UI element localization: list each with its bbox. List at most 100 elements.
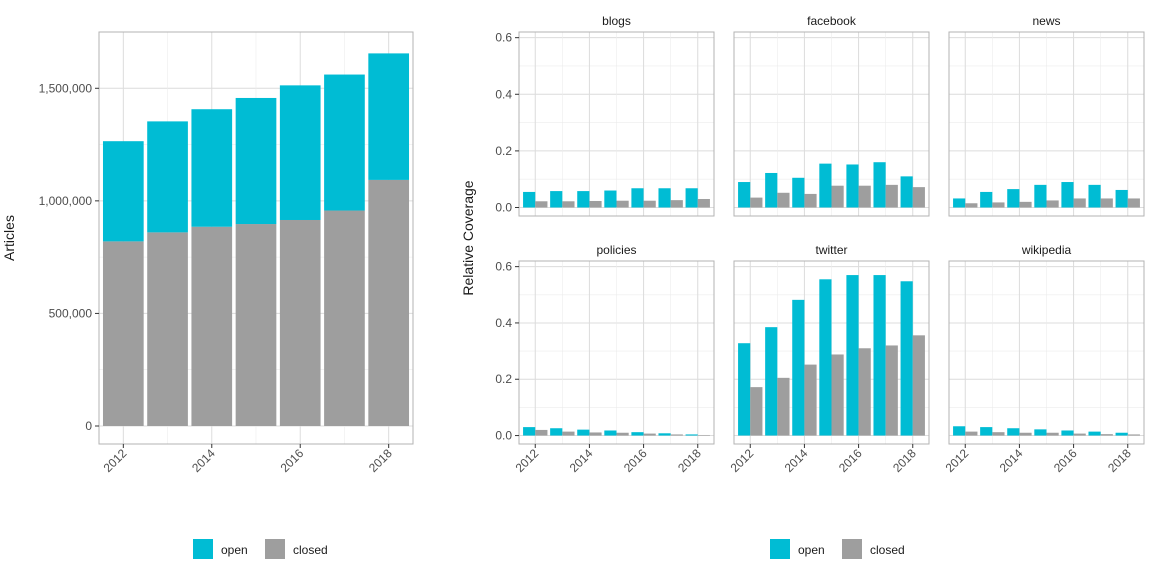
bar-open xyxy=(846,164,859,208)
facet-blogs: blogs 0.0 0.2 0.4 0.6 xyxy=(495,14,715,217)
bar-closed xyxy=(1046,200,1059,208)
relative-coverage-faceted-chart: blogs 0.0 0.2 0.4 0.6 facebook news policies 0.0… xyxy=(460,14,1145,475)
y-tick-label: 1,500,000 xyxy=(39,81,93,95)
bar-closed xyxy=(562,431,575,436)
bar-closed xyxy=(1019,201,1032,208)
x-tick-label: 2014 xyxy=(189,446,218,475)
bar-closed xyxy=(1046,432,1059,436)
panel-border xyxy=(948,31,1145,217)
y-tick-label: 1,000,000 xyxy=(39,194,93,208)
bar-closed xyxy=(1019,432,1032,436)
bar-open xyxy=(873,162,886,208)
y-tick-label: 0.2 xyxy=(495,372,512,386)
bar-closed xyxy=(858,348,871,436)
bar-open xyxy=(658,433,671,436)
y-tick-label: 0.0 xyxy=(495,429,512,443)
bar-closed xyxy=(885,345,898,436)
bar-open xyxy=(765,172,778,208)
legend-label-closed: closed xyxy=(870,543,905,557)
y-tick-label: 0 xyxy=(85,419,92,433)
bar-closed xyxy=(992,432,1005,436)
bar-closed xyxy=(643,200,656,208)
bar-open xyxy=(792,177,805,208)
x-tick-label: 2018 xyxy=(675,446,704,475)
bar-open xyxy=(523,427,536,436)
y-tick-label: 500,000 xyxy=(49,306,93,320)
legend-key-open xyxy=(770,539,790,559)
bar-open xyxy=(1007,189,1020,208)
y-tick-label: 0.4 xyxy=(495,316,512,330)
bar-open xyxy=(980,191,993,208)
bar-open xyxy=(550,191,563,208)
bar-closed xyxy=(804,364,817,436)
bar-open xyxy=(279,85,321,220)
bar-open xyxy=(1034,184,1047,208)
bar-open xyxy=(1061,182,1074,208)
bar-closed xyxy=(102,241,144,426)
bar-closed xyxy=(750,197,763,208)
bar-open xyxy=(980,427,993,436)
bar-closed xyxy=(670,200,683,208)
bar-open xyxy=(1007,428,1020,436)
legend-key-closed xyxy=(842,539,862,559)
x-tick-label: 2018 xyxy=(890,446,919,475)
bar-closed xyxy=(368,179,410,426)
x-tick-label: 2018 xyxy=(1105,446,1134,475)
bar-closed xyxy=(885,184,898,208)
x-tick-label: 2012 xyxy=(728,446,757,475)
bar-open xyxy=(685,188,698,208)
bar-closed xyxy=(147,232,188,426)
bar-open xyxy=(1034,429,1047,436)
bar-open xyxy=(147,121,188,233)
legend-label-closed: closed xyxy=(293,543,328,557)
bar-open xyxy=(658,188,671,208)
bar-closed xyxy=(589,200,602,208)
legend-left: open closed xyxy=(193,539,328,559)
bar-open xyxy=(235,97,277,225)
bar-closed xyxy=(965,431,978,436)
bar-closed xyxy=(804,193,817,208)
bar-closed xyxy=(831,185,844,208)
panel-border xyxy=(948,260,1145,445)
x-tick-label: 2016 xyxy=(278,446,307,475)
facet-title: news xyxy=(1032,14,1060,28)
x-tick-label: 2018 xyxy=(366,446,395,475)
bar-closed xyxy=(1100,198,1113,208)
bar-closed xyxy=(992,202,1005,208)
y-tick-label: 0.2 xyxy=(495,144,512,158)
bar-closed xyxy=(324,210,365,426)
facet-wikipedia: wikipedia 2012 2014 2016 2018 xyxy=(943,243,1145,475)
bar-closed xyxy=(912,187,925,208)
facet-twitter: twitter 2012 2014 2016 2018 xyxy=(728,243,930,475)
bar-closed xyxy=(670,434,683,436)
bar-open xyxy=(368,53,410,180)
legend-right: open closed xyxy=(770,539,905,559)
panel-border xyxy=(518,31,715,217)
x-tick-label: 2012 xyxy=(943,446,972,475)
bar-closed xyxy=(616,432,629,436)
facet-title: policies xyxy=(596,243,636,257)
bar-open xyxy=(577,429,590,436)
bar-closed xyxy=(1127,198,1140,208)
facet-title: twitter xyxy=(815,243,847,257)
facet-news: news xyxy=(948,14,1145,217)
x-tick-label: 2014 xyxy=(782,446,811,475)
bar-open xyxy=(685,434,698,436)
bar-closed xyxy=(750,387,763,436)
bar-closed xyxy=(965,203,978,208)
bar-open xyxy=(953,198,966,208)
bar-open xyxy=(900,281,913,436)
bar-open xyxy=(846,275,859,436)
bar-open xyxy=(738,182,751,208)
y-axis-title: Relative Coverage xyxy=(460,180,476,295)
x-tick-label: 2016 xyxy=(621,446,650,475)
bar-closed xyxy=(279,219,321,426)
legend-label-open: open xyxy=(221,543,248,557)
bar-closed xyxy=(1073,198,1086,208)
panel-border xyxy=(733,260,930,445)
panel-border xyxy=(98,31,414,445)
bar-open xyxy=(523,191,536,208)
bar-closed xyxy=(777,377,790,436)
bar-open xyxy=(819,163,832,208)
bar-closed xyxy=(777,192,790,208)
